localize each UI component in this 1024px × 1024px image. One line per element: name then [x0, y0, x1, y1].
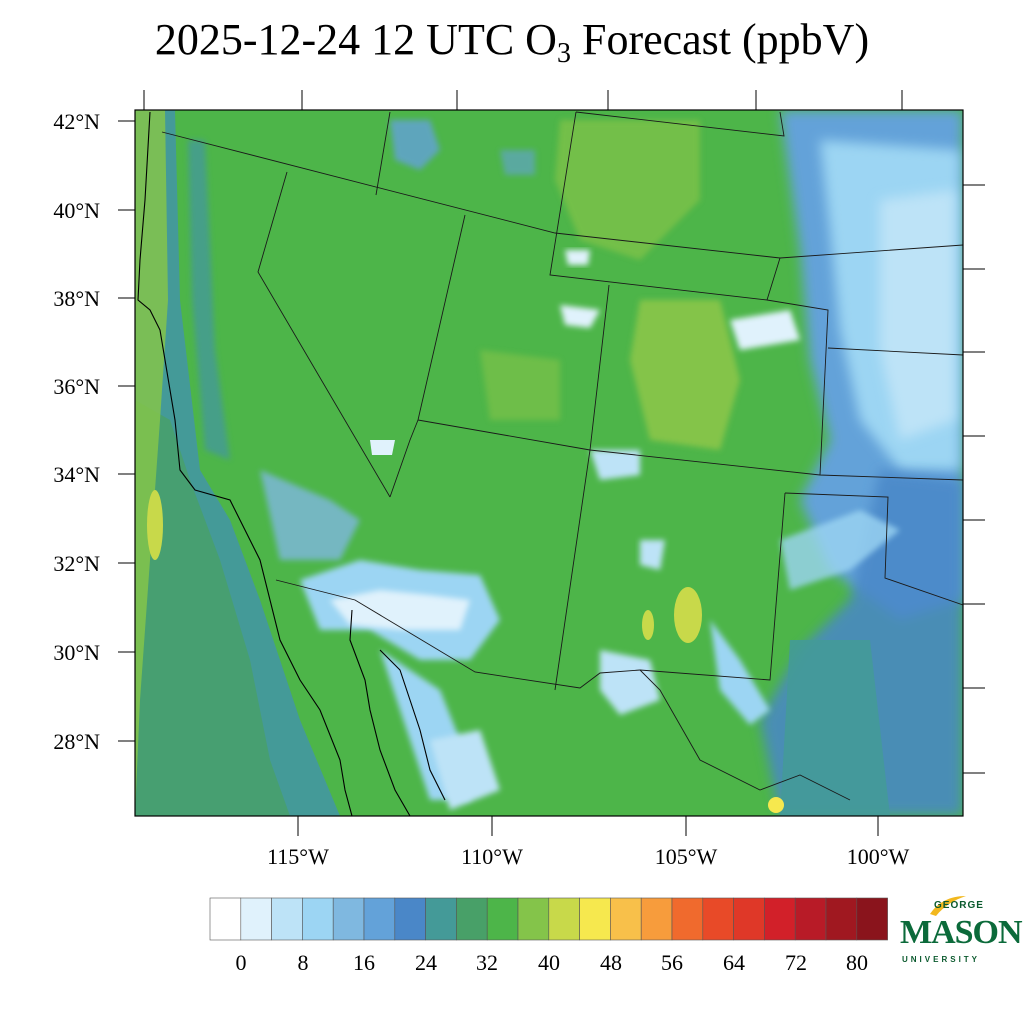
lat-label-40: 40°N: [53, 198, 100, 223]
colorbar: [209, 897, 888, 941]
university-logo: GEORGE MASON UNIVERSITY: [898, 896, 1023, 970]
logo-university-text: UNIVERSITY: [902, 955, 981, 964]
colorbar-swatch: [394, 897, 426, 941]
lat-label-32: 32°N: [53, 551, 100, 576]
lat-label-38: 38°N: [53, 286, 100, 311]
lon-ticks: [143, 90, 903, 836]
colorbar-label-16: 16: [353, 950, 375, 975]
lon-labels: 115°W 110°W 105°W 100°W: [267, 844, 909, 869]
logo-george-text: GEORGE: [934, 900, 984, 911]
colorbar-label-48: 48: [600, 950, 622, 975]
colorbar-swatch: [671, 897, 704, 941]
leaf-swoosh-icon: [930, 896, 966, 916]
map-title: 2025-12-24 12 UTC O3 Forecast (ppbV): [0, 14, 1024, 70]
colorbar-label-24: 24: [415, 950, 437, 975]
colorbar-label-64: 64: [723, 950, 745, 975]
colorbar-label-72: 72: [785, 950, 807, 975]
lon-label-100: 100°W: [847, 844, 910, 869]
colorbar-swatch: [517, 897, 550, 941]
colorbar-labels: 0 8 16 24 32 40 48 56 64 72 80: [236, 950, 869, 975]
colorbar-swatch: [764, 897, 796, 941]
colorbar-swatch: [794, 897, 827, 941]
colorbar-swatch: [702, 897, 734, 941]
colorbar-label-80: 80: [846, 950, 868, 975]
colorbar-label-56: 56: [661, 950, 683, 975]
colorbar-swatch: [548, 897, 580, 941]
lat-label-36: 36°N: [53, 374, 100, 399]
coastline: [137, 111, 446, 816]
lat-label-42: 42°N: [53, 109, 100, 134]
title-suffix: Forecast (ppbV): [570, 15, 870, 64]
colorbar-swatch: [240, 897, 272, 941]
lon-label-115: 115°W: [267, 844, 329, 869]
colorbar-swatch: [332, 897, 365, 941]
ozone-field: [135, 110, 963, 816]
colorbar-label-32: 32: [476, 950, 498, 975]
colorbar-swatch: [486, 897, 519, 941]
colorbar-swatch: [856, 897, 888, 941]
colorbar-swatch: [640, 897, 673, 941]
title-prefix: 2025-12-24 12 UTC O: [154, 15, 557, 64]
lon-label-110: 110°W: [461, 844, 523, 869]
colorbar-swatch: [610, 897, 642, 941]
state-borders: [161, 111, 963, 801]
colorbar-swatch: [302, 897, 334, 941]
map-frame: [134, 109, 964, 817]
lat-labels: 42°N 40°N 38°N 36°N 34°N 32°N 30°N 28°N: [53, 109, 100, 754]
colorbar-swatch: [425, 897, 457, 941]
colorbar-swatch: [456, 897, 488, 941]
lat-label-34: 34°N: [53, 462, 100, 487]
logo-mason-text: MASON: [900, 914, 1023, 951]
colorbar-swatch: [209, 897, 242, 941]
lat-ticks: [118, 120, 985, 774]
title-subscript: 3: [556, 38, 571, 69]
colorbar-swatch: [271, 897, 303, 941]
colorbar-swatch: [363, 897, 396, 941]
colorbar-label-0: 0: [236, 950, 247, 975]
lat-label-28: 28°N: [53, 729, 100, 754]
colorbar-label-40: 40: [538, 950, 560, 975]
colorbar-swatch: [579, 897, 611, 941]
lat-label-30: 30°N: [53, 640, 100, 665]
colorbar-swatch: [733, 897, 765, 941]
colorbar-label-8: 8: [298, 950, 309, 975]
colorbar-swatch: [825, 897, 858, 941]
lon-label-105: 105°W: [655, 844, 718, 869]
